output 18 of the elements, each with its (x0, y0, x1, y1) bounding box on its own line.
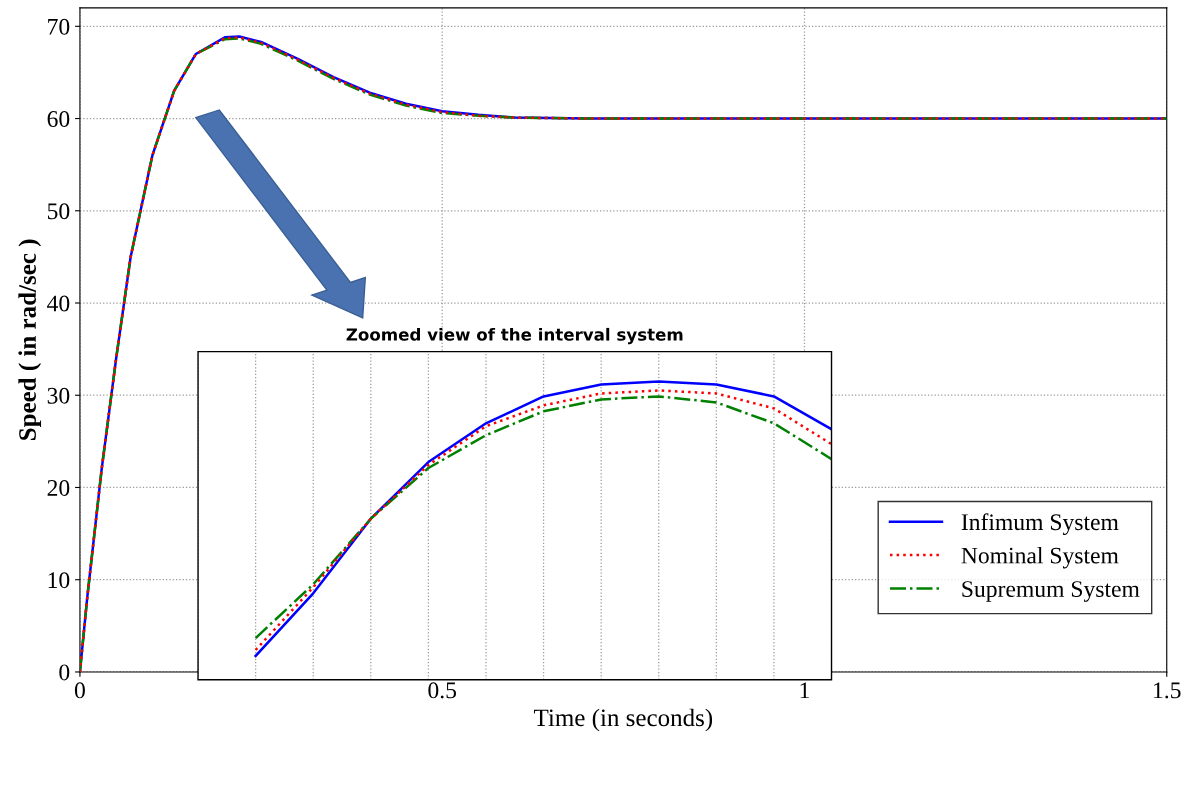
x-tick-label: 0.5 (428, 682, 457, 699)
y-tick-label: 30 (47, 387, 70, 404)
y-tick-label: 20 (47, 479, 70, 496)
chart-title: Zoomed view of the interval system (346, 327, 683, 345)
x-tick-label: 0 (74, 682, 85, 699)
x-tick-label: 1 (800, 682, 809, 699)
y-axis-title: Speed ( in rad/sec ) (18, 239, 42, 440)
y-tick-label: 40 (47, 295, 70, 312)
y-tick-label: 10 (48, 572, 70, 589)
legend-label: Supremum System (962, 581, 1140, 602)
y-tick-label: 50 (47, 203, 70, 220)
x-axis-title: Time (in seconds) (533, 708, 713, 732)
legend-label: Nominal System (961, 546, 1119, 569)
legend-label: Infimum System (961, 513, 1119, 535)
y-tick-label: 60 (47, 111, 70, 127)
y-tick-label: 70 (48, 18, 70, 35)
x-tick-label: 1.5 (1154, 682, 1181, 699)
y-tick-label: 0 (59, 664, 70, 681)
